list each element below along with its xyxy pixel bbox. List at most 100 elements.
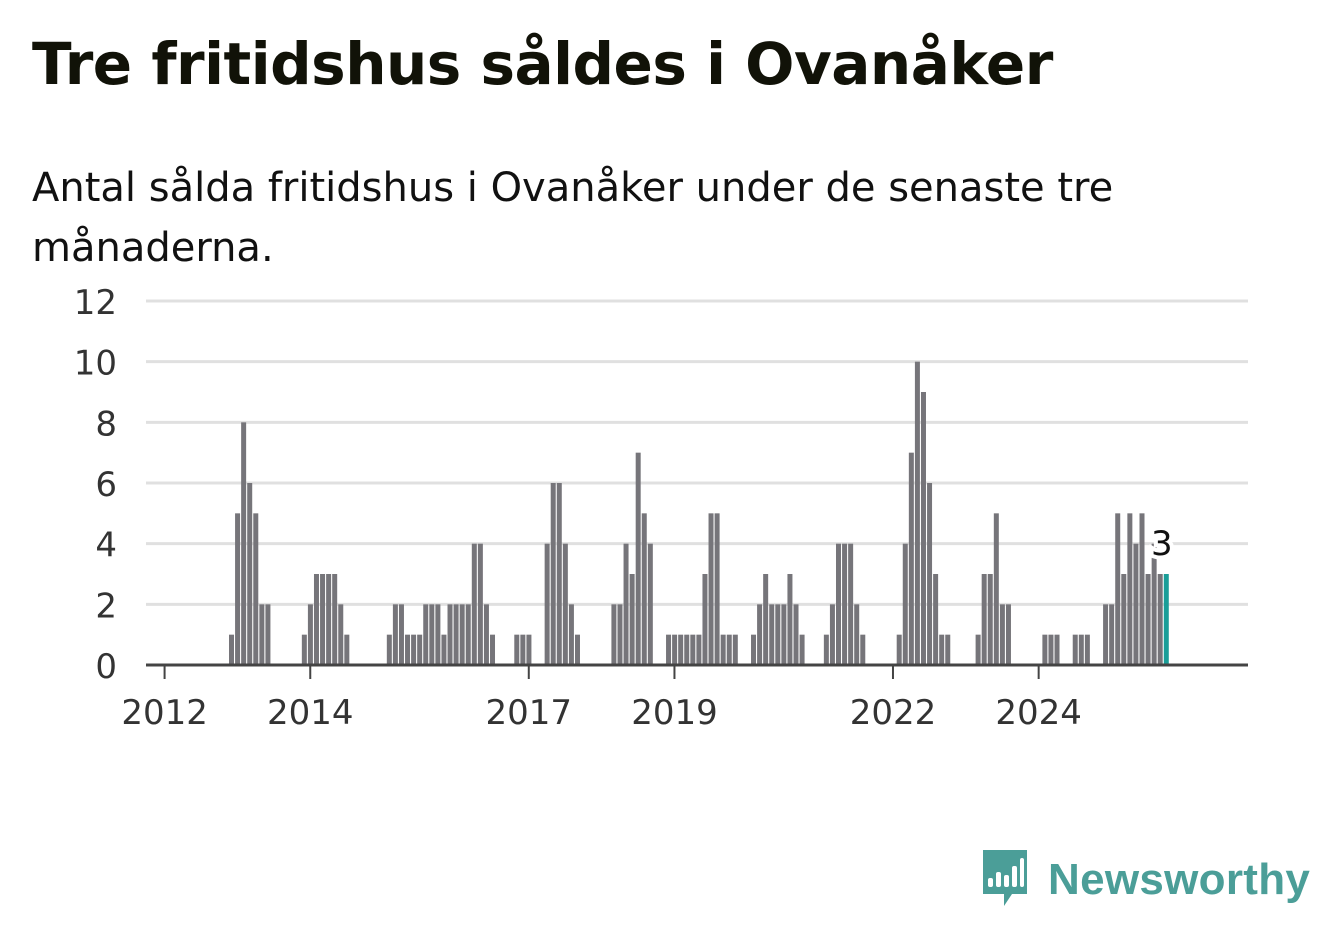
bar bbox=[702, 574, 708, 665]
x-tick-label: 2017 bbox=[486, 693, 573, 733]
bar bbox=[1054, 634, 1060, 665]
bar bbox=[787, 574, 793, 665]
bar bbox=[902, 543, 908, 665]
y-tick-label: 12 bbox=[74, 283, 117, 323]
bar bbox=[429, 604, 435, 665]
bar bbox=[435, 604, 441, 665]
bar bbox=[1084, 634, 1090, 665]
bar bbox=[993, 513, 999, 665]
bar bbox=[1078, 634, 1084, 665]
x-tick-label: 2014 bbox=[267, 693, 354, 733]
latest-value-label: 3 bbox=[1151, 524, 1173, 564]
bar bbox=[757, 604, 763, 665]
bar bbox=[1121, 574, 1127, 665]
bar bbox=[987, 574, 993, 665]
bar bbox=[635, 452, 641, 665]
brand-name: Newsworthy bbox=[1048, 855, 1311, 904]
bar bbox=[1139, 513, 1145, 665]
bar bbox=[1157, 574, 1163, 665]
bar bbox=[617, 604, 623, 665]
bar bbox=[751, 634, 757, 665]
bar bbox=[939, 634, 945, 665]
bar-chart-speech-bubble-icon bbox=[983, 850, 1027, 906]
bar bbox=[945, 634, 951, 665]
bar bbox=[823, 634, 829, 665]
bar bbox=[999, 604, 1005, 665]
chart-subtitle: Antal sålda fritidshus i Ovanåker under … bbox=[32, 165, 1114, 271]
bar bbox=[763, 574, 769, 665]
bar bbox=[914, 361, 920, 665]
bar bbox=[423, 604, 429, 665]
bar bbox=[556, 483, 562, 665]
x-tick-label: 2022 bbox=[850, 693, 937, 733]
x-tick-label: 2019 bbox=[631, 693, 718, 733]
bar bbox=[441, 634, 447, 665]
bar bbox=[235, 513, 241, 665]
bar bbox=[981, 574, 987, 665]
bar bbox=[927, 483, 933, 665]
bar bbox=[301, 634, 307, 665]
y-tick-label: 2 bbox=[95, 586, 117, 626]
bar bbox=[1133, 543, 1139, 665]
bar bbox=[568, 604, 574, 665]
bar bbox=[666, 634, 672, 665]
bar bbox=[678, 634, 684, 665]
bar bbox=[1042, 634, 1048, 665]
bar bbox=[447, 604, 453, 665]
y-tick-label: 0 bbox=[95, 647, 117, 687]
bar bbox=[842, 543, 848, 665]
bar bbox=[477, 543, 483, 665]
bar bbox=[860, 634, 866, 665]
bar bbox=[465, 604, 471, 665]
bar bbox=[526, 634, 532, 665]
bar bbox=[684, 634, 690, 665]
bar bbox=[848, 543, 854, 665]
bar bbox=[708, 513, 714, 665]
bar bbox=[1048, 634, 1054, 665]
bar bbox=[471, 543, 477, 665]
bar bbox=[732, 634, 738, 665]
bar bbox=[641, 513, 647, 665]
bar bbox=[1072, 634, 1078, 665]
bar bbox=[896, 634, 902, 665]
bar bbox=[623, 543, 629, 665]
y-tick-label: 4 bbox=[95, 526, 117, 566]
bar bbox=[975, 634, 981, 665]
bar bbox=[854, 604, 860, 665]
bar bbox=[520, 634, 526, 665]
bar bbox=[836, 543, 841, 665]
bar bbox=[490, 634, 496, 665]
bar bbox=[1109, 604, 1115, 665]
bar bbox=[629, 574, 635, 665]
bar bbox=[799, 634, 805, 665]
bar bbox=[253, 513, 259, 665]
bar bbox=[544, 543, 550, 665]
y-tick-label: 8 bbox=[95, 404, 117, 444]
bar bbox=[259, 604, 265, 665]
bar bbox=[241, 422, 247, 665]
bar bbox=[1115, 513, 1121, 665]
y-tick-label: 6 bbox=[95, 465, 117, 505]
bar bbox=[574, 634, 580, 665]
bar bbox=[265, 604, 271, 665]
bar bbox=[483, 604, 489, 665]
bar bbox=[514, 634, 520, 665]
bar bbox=[672, 634, 678, 665]
newsworthy-logo[interactable]: Newsworthy bbox=[980, 848, 1310, 912]
bar bbox=[453, 604, 459, 665]
bar bbox=[714, 513, 720, 665]
bar bbox=[920, 392, 926, 665]
bar bbox=[647, 543, 653, 665]
bar bbox=[775, 604, 781, 665]
bar bbox=[1103, 604, 1109, 665]
bar bbox=[1127, 513, 1133, 665]
x-tick-label: 2012 bbox=[121, 693, 208, 733]
bar bbox=[933, 574, 939, 665]
bar bbox=[1151, 543, 1157, 665]
bar bbox=[781, 604, 787, 665]
bar bbox=[1005, 604, 1011, 665]
bar bbox=[313, 574, 319, 665]
bar bbox=[550, 483, 556, 665]
bar bbox=[247, 483, 253, 665]
